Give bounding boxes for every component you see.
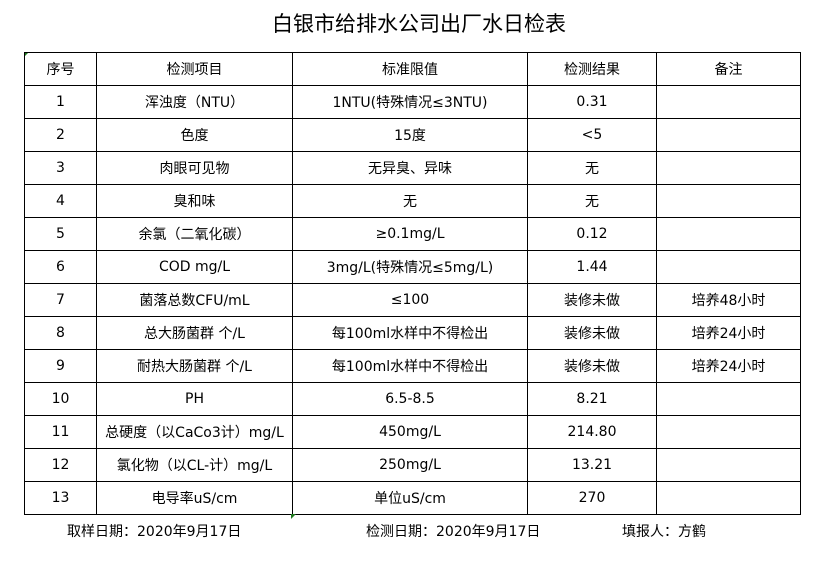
- table-cell[interactable]: 培养24小时: [656, 316, 801, 350]
- table-cell[interactable]: 15度: [292, 118, 528, 152]
- table-cell[interactable]: COD mg/L: [96, 250, 293, 284]
- header-cell: 标准限值: [292, 52, 528, 86]
- table-cell[interactable]: 装修未做: [527, 283, 657, 317]
- table-cell[interactable]: 菌落总数CFU/mL: [96, 283, 293, 317]
- header-cell: 检测结果: [527, 52, 657, 86]
- table-cell[interactable]: <5: [527, 118, 657, 152]
- table-cell[interactable]: [656, 448, 801, 482]
- table-cell[interactable]: 7: [24, 283, 97, 317]
- table-cell[interactable]: 214.80: [527, 415, 657, 449]
- table-cell[interactable]: 总大肠菌群 个/L: [96, 316, 293, 350]
- table-cell[interactable]: 臭和味: [96, 184, 293, 218]
- sample-date: 取样日期：2020年9月17日: [67, 524, 242, 540]
- table-cell[interactable]: 0.31: [527, 85, 657, 119]
- table-cell[interactable]: 9: [24, 349, 97, 383]
- table-cell[interactable]: [656, 151, 801, 185]
- table-cell[interactable]: 装修未做: [527, 316, 657, 350]
- table-cell[interactable]: 8.21: [527, 382, 657, 416]
- test-date: 检测日期：2020年9月17日: [366, 524, 541, 540]
- table-cell[interactable]: 0.12: [527, 217, 657, 251]
- table-cell[interactable]: 6: [24, 250, 97, 284]
- table-cell[interactable]: 每100ml水样中不得检出: [292, 349, 528, 383]
- table-cell[interactable]: 3: [24, 151, 97, 185]
- table-cell[interactable]: [656, 118, 801, 152]
- table-cell[interactable]: 总硬度（以CaCo3计）mg/L: [96, 415, 293, 449]
- table-cell[interactable]: 5: [24, 217, 97, 251]
- inspection-table: 序号 检测项目 标准限值 检测结果 备注 1 浑浊度（NTU） 1NTU(特殊情况≤…: [24, 52, 801, 515]
- table-cell[interactable]: 8: [24, 316, 97, 350]
- table-cell[interactable]: 12: [24, 448, 97, 482]
- table-row: 9 耐热大肠菌群 个/L 每100ml水样中不得检出 装修未做 培养24小时: [24, 349, 801, 383]
- table-row: 10 PH 6.5-8.5 8.21: [24, 382, 801, 416]
- table-cell[interactable]: 无: [527, 184, 657, 218]
- table-cell[interactable]: 耐热大肠菌群 个/L: [96, 349, 293, 383]
- table-cell[interactable]: 270: [527, 481, 657, 515]
- cell-marker: [291, 514, 296, 519]
- table-cell[interactable]: 13.21: [527, 448, 657, 482]
- table-row: 2 色度 15度 <5: [24, 118, 801, 152]
- table-cell[interactable]: 无: [527, 151, 657, 185]
- table-cell[interactable]: [656, 85, 801, 119]
- table-cell[interactable]: PH: [96, 382, 293, 416]
- table-cell[interactable]: [656, 382, 801, 416]
- table-row: 6 COD mg/L 3mg/L(特殊情况≤5mg/L) 1.44: [24, 250, 801, 284]
- table-cell[interactable]: 10: [24, 382, 97, 416]
- table-row: 3 肉眼可见物 无异臭、异味无: [24, 151, 801, 185]
- table-cell[interactable]: 肉眼可见物: [96, 151, 293, 185]
- table-cell[interactable]: [656, 250, 801, 284]
- table-cell[interactable]: 培养24小时: [656, 349, 801, 383]
- table-cell[interactable]: 13: [24, 481, 97, 515]
- table-cell[interactable]: [656, 184, 801, 218]
- table-cell[interactable]: 450mg/L: [292, 415, 528, 449]
- table-cell[interactable]: 色度: [96, 118, 293, 152]
- table-row: 5 余氯（二氧化碳） ≥0.1mg/L 0.12: [24, 217, 801, 251]
- table-cell[interactable]: 1.44: [527, 250, 657, 284]
- table-row: 8 总大肠菌群 个/L 每100ml水样中不得检出 装修未做 培养24小时: [24, 316, 801, 350]
- header-cell: 检测项目: [96, 52, 293, 86]
- table-row: 12 氯化物（以CL-计）mg/L 250mg/L 13.21: [24, 448, 801, 482]
- table-cell[interactable]: 电导率uS/cm: [96, 481, 293, 515]
- table-cell[interactable]: 2: [24, 118, 97, 152]
- table-cell[interactable]: 无异臭、异味: [292, 151, 528, 185]
- table-cell[interactable]: 无: [292, 184, 528, 218]
- reporter: 填报人：方鹤: [622, 524, 706, 540]
- table-row: 7 菌落总数CFU/mL ≤100 装修未做 培养48小时: [24, 283, 801, 317]
- table-cell[interactable]: 装修未做: [527, 349, 657, 383]
- table-cell[interactable]: 1: [24, 85, 97, 119]
- table-header: 序号 检测项目 标准限值 检测结果 备注: [24, 52, 801, 86]
- table-cell[interactable]: [656, 415, 801, 449]
- table-cell[interactable]: 6.5-8.5: [292, 382, 528, 416]
- table-cell[interactable]: 250mg/L: [292, 448, 528, 482]
- table-cell[interactable]: 浑浊度（NTU）: [96, 85, 293, 119]
- header-cell: 序号: [24, 52, 97, 86]
- page-title: 白银市给排水公司出厂水日检表: [272, 12, 566, 36]
- table-row: 1 浑浊度（NTU） 1NTU(特殊情况≤3NTU) 0.31: [24, 85, 801, 119]
- table-cell[interactable]: 3mg/L(特殊情况≤5mg/L): [292, 250, 528, 284]
- table-row: 4 臭和味无无: [24, 184, 801, 218]
- table-cell[interactable]: 氯化物（以CL-计）mg/L: [96, 448, 293, 482]
- table-row: 13 电导率uS/cm 单位uS/cm 270: [24, 481, 801, 515]
- table-cell[interactable]: 1NTU(特殊情况≤3NTU): [292, 85, 528, 119]
- table-cell[interactable]: 11: [24, 415, 97, 449]
- table-cell[interactable]: ≤100: [292, 283, 528, 317]
- header-cell: 备注: [656, 52, 801, 86]
- table-cell[interactable]: 余氯（二氧化碳）: [96, 217, 293, 251]
- table-cell[interactable]: 4: [24, 184, 97, 218]
- table-cell[interactable]: 培养48小时: [656, 283, 801, 317]
- table-cell[interactable]: 每100ml水样中不得检出: [292, 316, 528, 350]
- table-cell[interactable]: 单位uS/cm: [292, 481, 528, 515]
- table-cell[interactable]: [656, 481, 801, 515]
- table-row: 11 总硬度（以CaCo3计）mg/L 450mg/L 214.80: [24, 415, 801, 449]
- table-cell[interactable]: [656, 217, 801, 251]
- table-cell[interactable]: ≥0.1mg/L: [292, 217, 528, 251]
